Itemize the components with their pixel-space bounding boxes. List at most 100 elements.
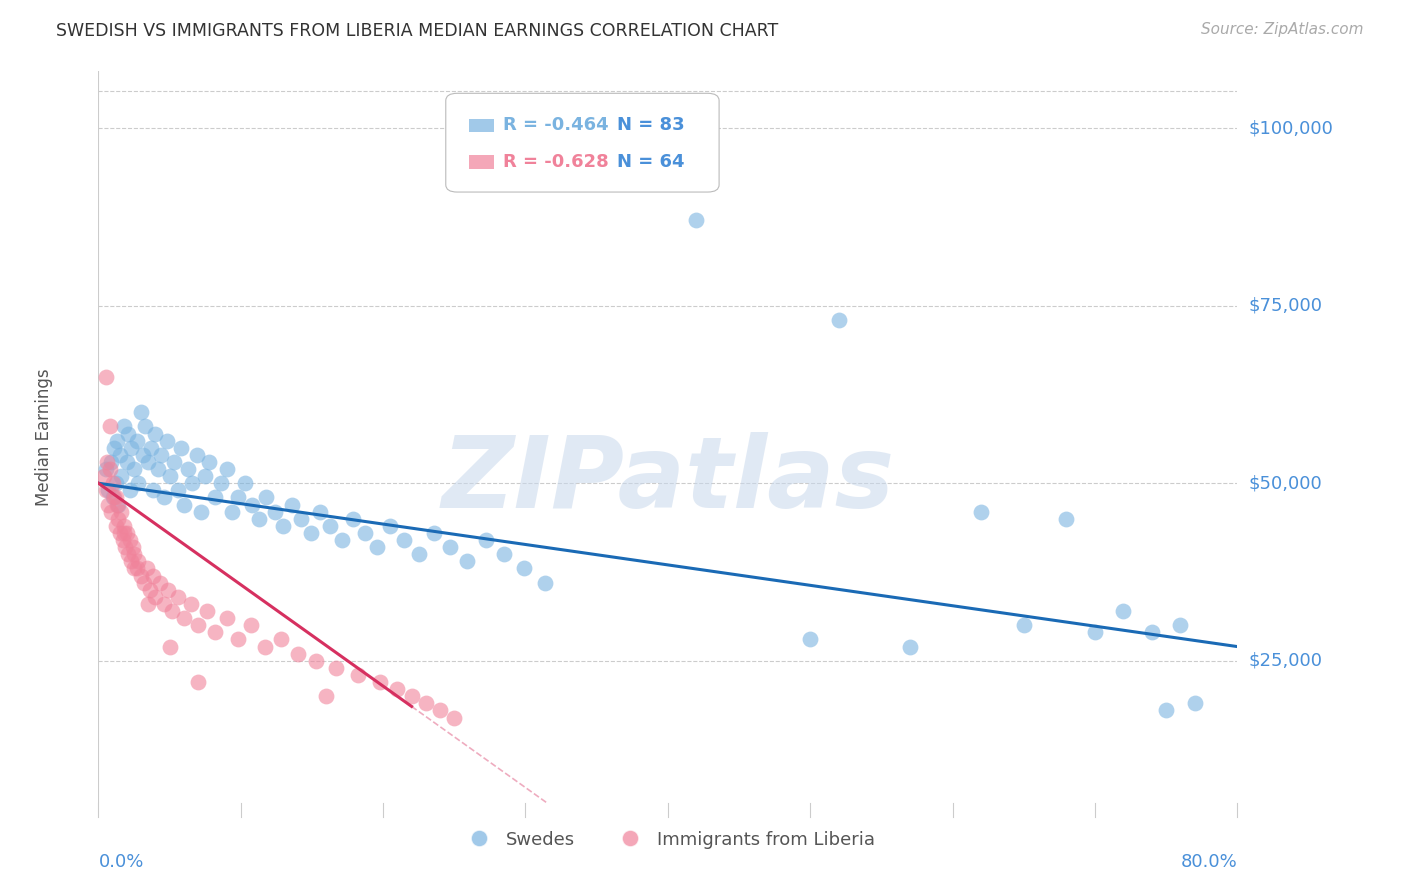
Point <box>105 434 128 448</box>
Point <box>423 525 446 540</box>
Point <box>103 491 125 505</box>
Point <box>290 512 312 526</box>
Point <box>114 540 136 554</box>
Point <box>112 519 135 533</box>
Point <box>149 575 172 590</box>
Text: $25,000: $25,000 <box>1249 652 1323 670</box>
Point <box>239 618 262 632</box>
Point <box>281 498 304 512</box>
FancyBboxPatch shape <box>468 155 494 169</box>
Point <box>456 554 478 568</box>
Point <box>138 582 160 597</box>
Point <box>105 498 128 512</box>
Point <box>186 448 208 462</box>
Point <box>494 547 516 561</box>
Point <box>1154 704 1177 718</box>
Point <box>120 441 142 455</box>
Text: Source: ZipAtlas.com: Source: ZipAtlas.com <box>1201 22 1364 37</box>
Point <box>108 448 131 462</box>
Point <box>194 469 217 483</box>
Point <box>157 582 180 597</box>
Point <box>115 525 138 540</box>
Point <box>342 512 364 526</box>
Point <box>226 491 249 505</box>
Point <box>439 540 461 554</box>
Point <box>153 491 176 505</box>
Point <box>118 483 141 498</box>
Point <box>129 405 152 419</box>
Point <box>330 533 353 547</box>
Point <box>98 462 121 476</box>
Point <box>1084 625 1107 640</box>
Point <box>120 554 142 568</box>
Point <box>204 625 226 640</box>
Point <box>319 519 342 533</box>
Point <box>97 498 120 512</box>
Point <box>148 462 170 476</box>
Text: R = -0.464: R = -0.464 <box>503 117 609 135</box>
Point <box>299 525 322 540</box>
Point <box>118 533 141 547</box>
Point <box>401 690 423 704</box>
FancyBboxPatch shape <box>468 119 494 132</box>
Point <box>141 568 163 582</box>
Point <box>209 476 232 491</box>
Point <box>117 426 139 441</box>
Text: Median Earnings: Median Earnings <box>35 368 53 506</box>
Point <box>429 704 451 718</box>
Legend: Swedes, Immigrants from Liberia: Swedes, Immigrants from Liberia <box>454 823 882 856</box>
Point <box>415 697 437 711</box>
Point <box>98 419 121 434</box>
Point <box>159 469 181 483</box>
Point <box>139 441 162 455</box>
Point <box>474 533 496 547</box>
Point <box>287 647 309 661</box>
Text: 80.0%: 80.0% <box>1181 853 1237 871</box>
Point <box>132 575 155 590</box>
Point <box>187 618 209 632</box>
Point <box>110 505 132 519</box>
Point <box>170 441 193 455</box>
Point <box>145 590 167 604</box>
Point <box>1012 618 1035 632</box>
Point <box>156 434 179 448</box>
Point <box>134 419 156 434</box>
Point <box>97 483 120 498</box>
Point <box>253 640 276 654</box>
Point <box>100 455 122 469</box>
Point <box>215 462 238 476</box>
Point <box>180 597 202 611</box>
Point <box>1140 625 1163 640</box>
Point <box>353 525 375 540</box>
Point <box>94 462 117 476</box>
Point <box>125 561 148 575</box>
Point <box>100 505 122 519</box>
Point <box>309 505 332 519</box>
Point <box>247 512 270 526</box>
Point <box>110 469 132 483</box>
Point <box>104 491 127 505</box>
Point <box>93 469 115 483</box>
Point <box>150 448 173 462</box>
Point <box>1056 512 1078 526</box>
Point <box>107 512 129 526</box>
Point <box>240 498 263 512</box>
Point <box>129 568 152 582</box>
Point <box>408 547 430 561</box>
Point <box>127 554 149 568</box>
Point <box>264 505 287 519</box>
Point <box>898 640 921 654</box>
Point <box>117 547 139 561</box>
Point <box>94 483 117 498</box>
Point <box>131 448 153 462</box>
Point <box>204 491 226 505</box>
Point <box>799 632 821 647</box>
Text: 0.0%: 0.0% <box>98 853 143 871</box>
Point <box>368 675 391 690</box>
Point <box>141 483 163 498</box>
Point <box>215 611 238 625</box>
Text: $75,000: $75,000 <box>1249 297 1323 315</box>
Point <box>94 369 117 384</box>
Text: SWEDISH VS IMMIGRANTS FROM LIBERIA MEDIAN EARNINGS CORRELATION CHART: SWEDISH VS IMMIGRANTS FROM LIBERIA MEDIA… <box>56 22 779 40</box>
Point <box>828 313 851 327</box>
